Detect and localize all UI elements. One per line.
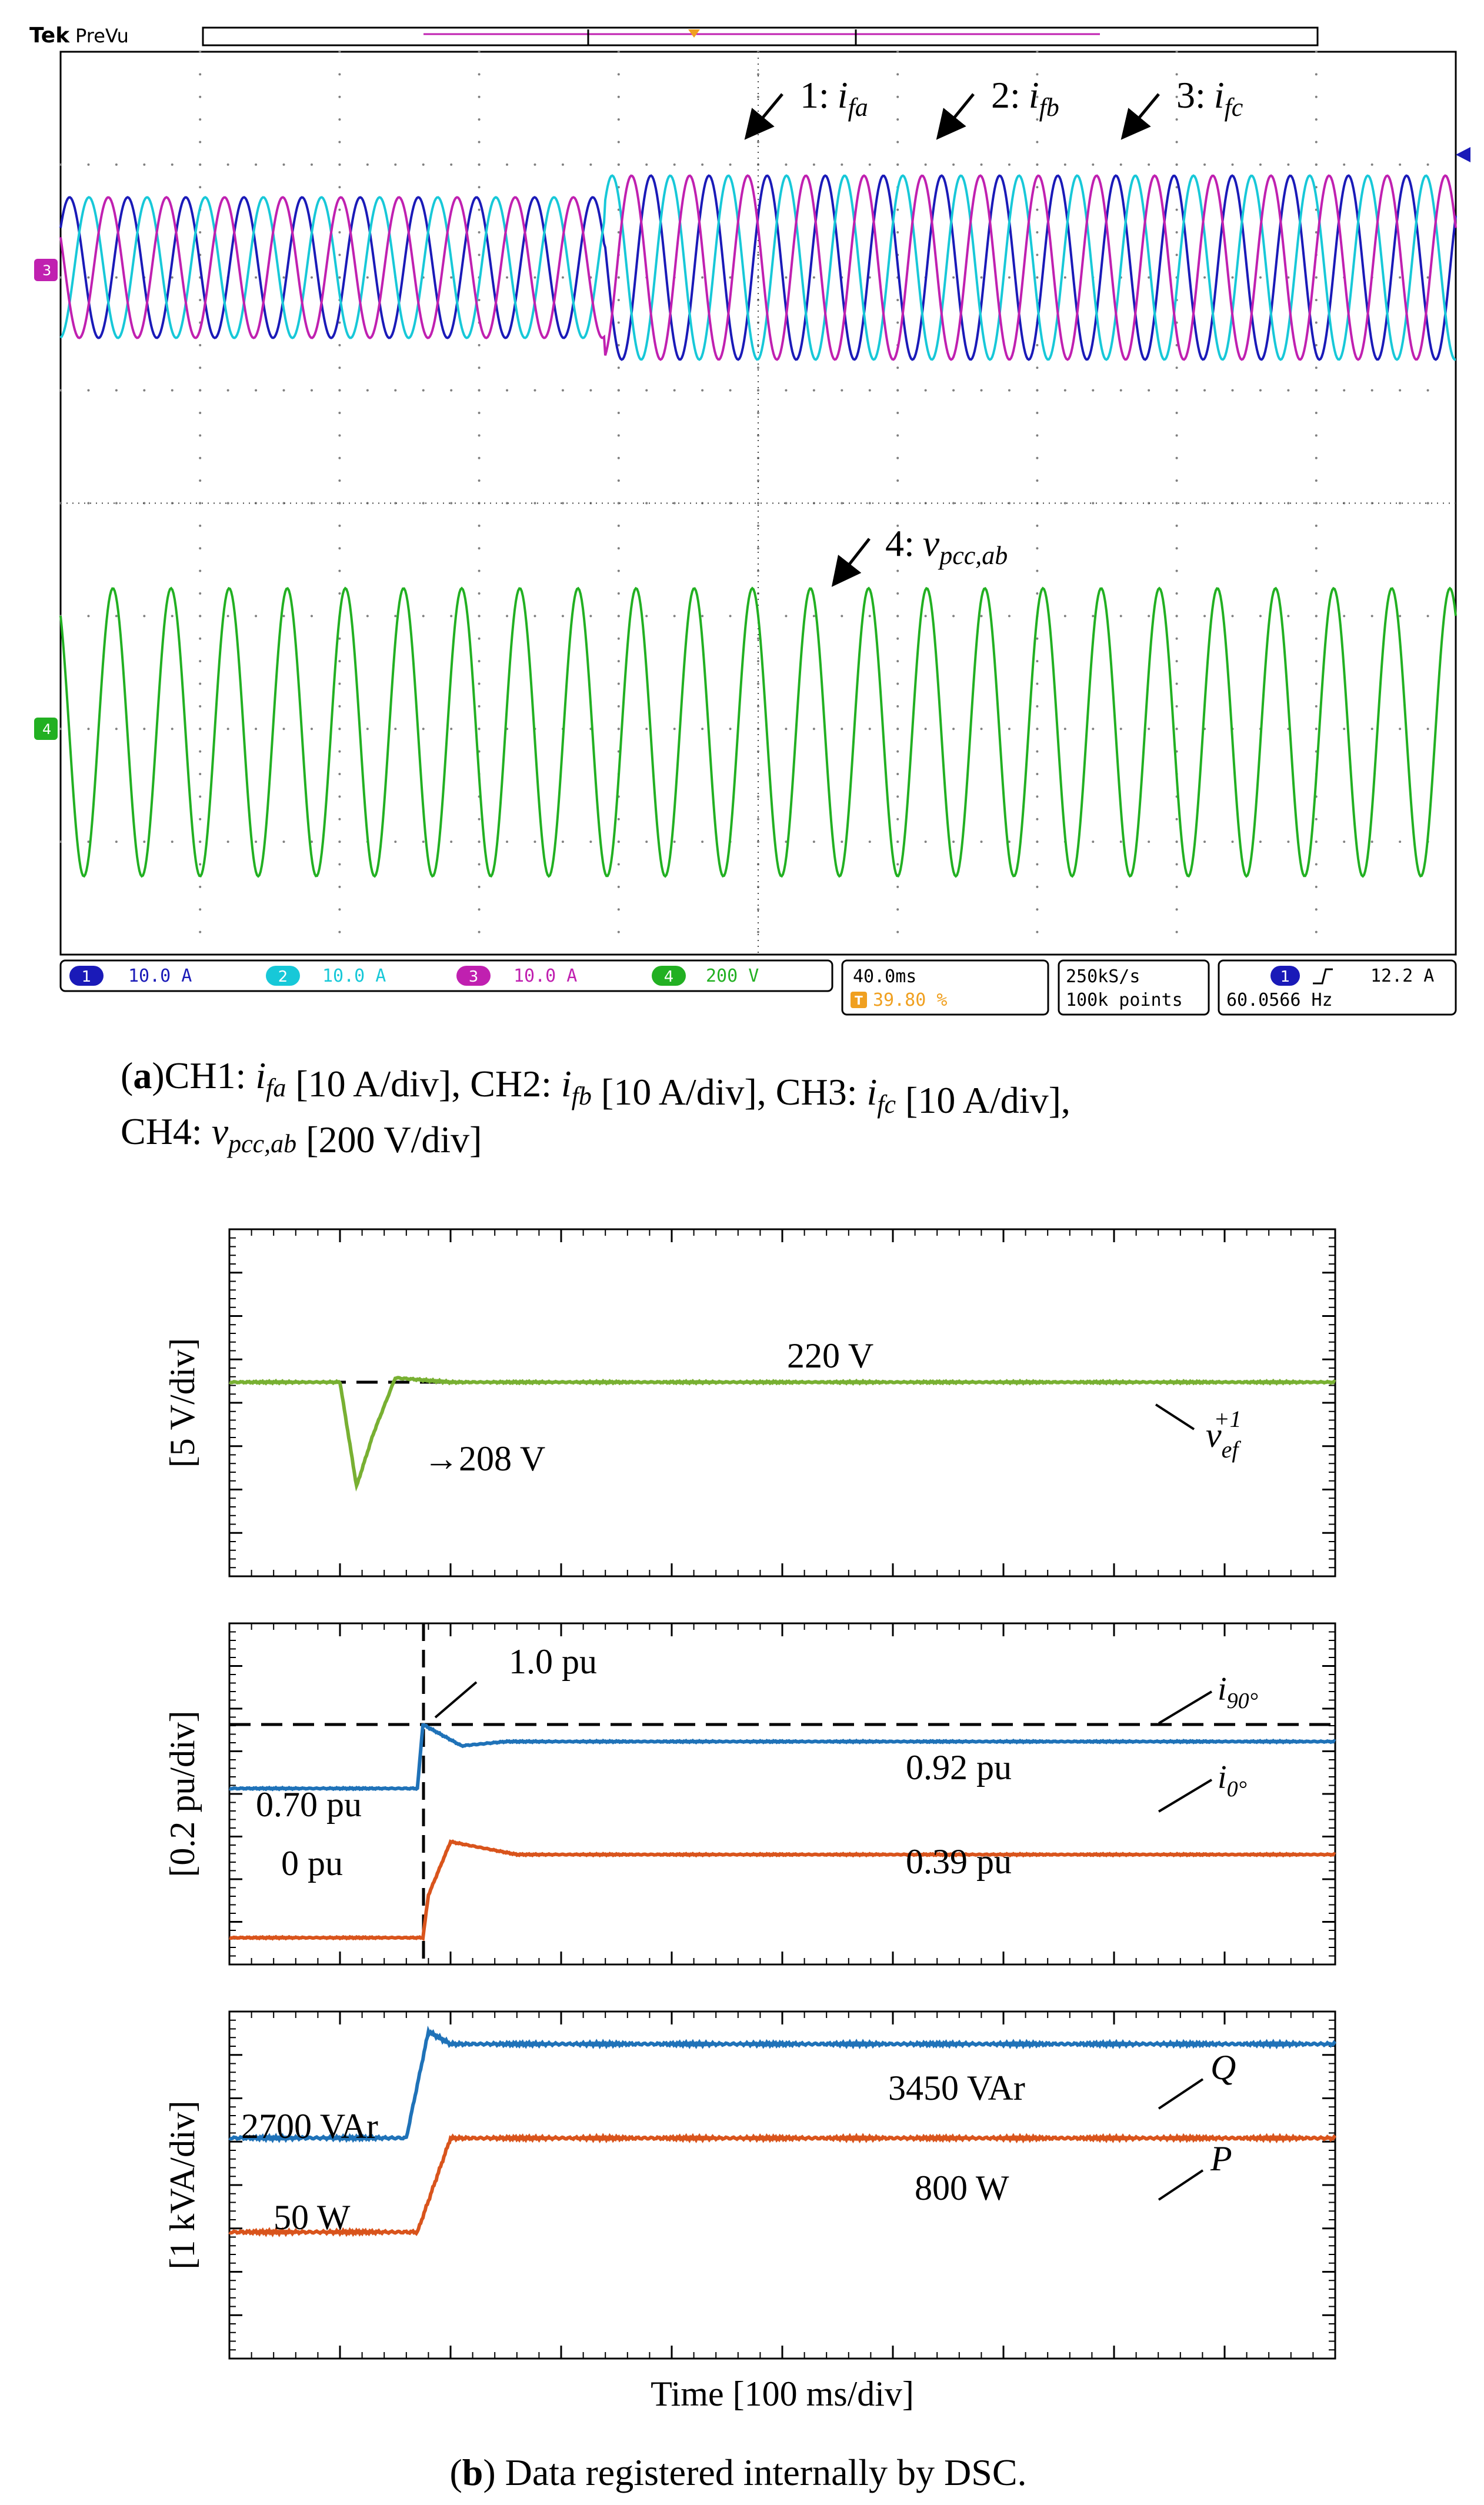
panel3-ylabel: [1 kVA/div] (163, 2100, 202, 2269)
ch3-ground-marker: 3 (34, 259, 58, 281)
record-bar (202, 26, 1319, 46)
svg-text:10.0 A: 10.0 A (513, 966, 577, 986)
svg-text:10.0 A: 10.0 A (128, 966, 192, 986)
svg-text:3: 3 (469, 968, 479, 986)
ch1-scale[interactable]: 1 10.0 A (69, 966, 192, 986)
panel1-trace-vef (228, 1376, 1336, 1492)
label-i90: i90° (1218, 1671, 1258, 1713)
label-3450var: 3450 VAr (888, 2069, 1025, 2107)
caption-a-line2: CH4: vpcc,ab [200 V/div] (121, 1110, 482, 1160)
svg-text:4: 4 (42, 721, 51, 738)
x-axis-label: Time [100 ms/div] (651, 2374, 914, 2413)
panel3-frame (228, 2010, 1336, 2360)
svg-text:12.2 A: 12.2 A (1370, 966, 1434, 986)
scope-status-bar: 1 10.0 A 2 10.0 A 3 10.0 A 4 200 V 40.0m… (59, 959, 1457, 1016)
panel2-frame (228, 1622, 1336, 1966)
ch4-ground-marker: 4 (34, 718, 58, 740)
annotation-ifc: 3: ifc (1120, 74, 1243, 140)
label-039pu: 0.39 pu (906, 1842, 1012, 1881)
svg-text:2:ifb: 2: ifb (991, 74, 1059, 122)
pointer-q (1158, 2078, 1204, 2110)
scope-figure: Tek PreVu T 3 4 1:ifa (29, 24, 1470, 1160)
trace-vpccab (59, 586, 1457, 878)
panel3-ticks (229, 2012, 1335, 2359)
label-vef: vef+1 (1206, 1406, 1242, 1463)
panel2-trace-i90 (229, 1723, 1336, 1792)
svg-text:200 V: 200 V (706, 966, 759, 986)
label-50w: 50 W (274, 2198, 351, 2237)
svg-text:2: 2 (278, 968, 288, 986)
scope-brand: Tek (29, 24, 70, 48)
annotation-ifb: 2: ifb (936, 74, 1059, 140)
annotation-ifa: 1: ifa (744, 74, 868, 140)
panel1-ticks (229, 1229, 1335, 1576)
scope-mode: PreVu (75, 25, 129, 47)
pointer-i0 (1158, 1779, 1213, 1813)
svg-text:250kS/s: 250kS/s (1066, 966, 1140, 987)
panel3-trace-p (228, 2133, 1337, 2237)
label-800w: 800 W (915, 2169, 1009, 2207)
svg-text:1: 1 (1280, 968, 1290, 986)
pointer-i90 (1158, 1690, 1213, 1725)
svg-text:60.0566 Hz: 60.0566 Hz (1226, 990, 1333, 1010)
panel1-frame (228, 1228, 1336, 1577)
trace-i-fb (59, 174, 1456, 361)
panel1-ylabel: [5 V/div] (163, 1338, 202, 1468)
label-208v: →208 V (423, 1439, 545, 1478)
ch2-scale[interactable]: 2 10.0 A (266, 966, 386, 986)
svg-text:3:ifc: 3: ifc (1176, 74, 1243, 122)
label-q: Q (1210, 2048, 1236, 2087)
svg-text:3: 3 (42, 262, 51, 279)
svg-text:40.0ms: 40.0ms (853, 966, 916, 987)
label-i0: i0° (1218, 1759, 1247, 1802)
svg-text:1:ifa: 1: ifa (800, 74, 868, 122)
trace-i-fa (59, 174, 1457, 361)
panel2-ylabel: [0.2 pu/div] (163, 1710, 202, 1877)
svg-text:4: 4 (664, 968, 674, 986)
rising-edge-icon (1313, 968, 1333, 985)
trace-i-fc (59, 174, 1457, 361)
svg-text:10.0 A: 10.0 A (322, 966, 386, 986)
trigger-settings[interactable]: 1 12.2 A 60.0566 Hz (1218, 959, 1457, 1016)
label-2700var: 2700 VAr (241, 2107, 378, 2146)
panel2-ticks (229, 1623, 1335, 1964)
svg-text:1: 1 (82, 968, 92, 986)
label-092pu: 0.92 pu (906, 1748, 1012, 1787)
label-220v: 220 V (787, 1336, 873, 1375)
label-070pu: 0.70 pu (256, 1785, 362, 1824)
label-1pu: 1.0 pu (509, 1642, 597, 1681)
pointer-vef (1155, 1403, 1195, 1430)
caption-b: (b) Data registered internally by DSC. (449, 2451, 1026, 2493)
svg-text:39.80 %: 39.80 % (873, 990, 947, 1010)
label-p: P (1210, 2139, 1232, 2178)
horizontal-settings[interactable]: 40.0ms T 39.80 % (841, 959, 1049, 1016)
trigger-position-marker (688, 29, 700, 38)
ch3-scale[interactable]: 3 10.0 A (456, 966, 577, 986)
caption-a-line1: (a)CH1: ifa [10 A/div], CH2: ifb [10 A/d… (121, 1055, 1071, 1121)
dsc-figure: [5 V/div] 220 V →208 V vef+1 [0.2 pu/div… (163, 1228, 1337, 2493)
svg-text:4:vpcc,ab: 4: vpcc,ab (885, 522, 1008, 570)
ch4-scale[interactable]: 4 200 V (652, 966, 759, 986)
annotation-vpccab: 4: vpcc,ab (831, 522, 1008, 587)
panel3-trace-q (228, 2026, 1337, 2143)
scope-traces (59, 174, 1457, 878)
label-0pu: 0 pu (281, 1844, 343, 1883)
acquisition-settings[interactable]: 250kS/s 100k points (1058, 959, 1210, 1016)
svg-text:T: T (855, 993, 863, 1008)
trigger-level-marker (1456, 147, 1470, 162)
pointer-p (1158, 2169, 1204, 2201)
svg-text:100k points: 100k points (1066, 990, 1183, 1010)
panel2-trace-i0 (229, 1839, 1336, 1942)
pointer-1pu (434, 1681, 478, 1719)
